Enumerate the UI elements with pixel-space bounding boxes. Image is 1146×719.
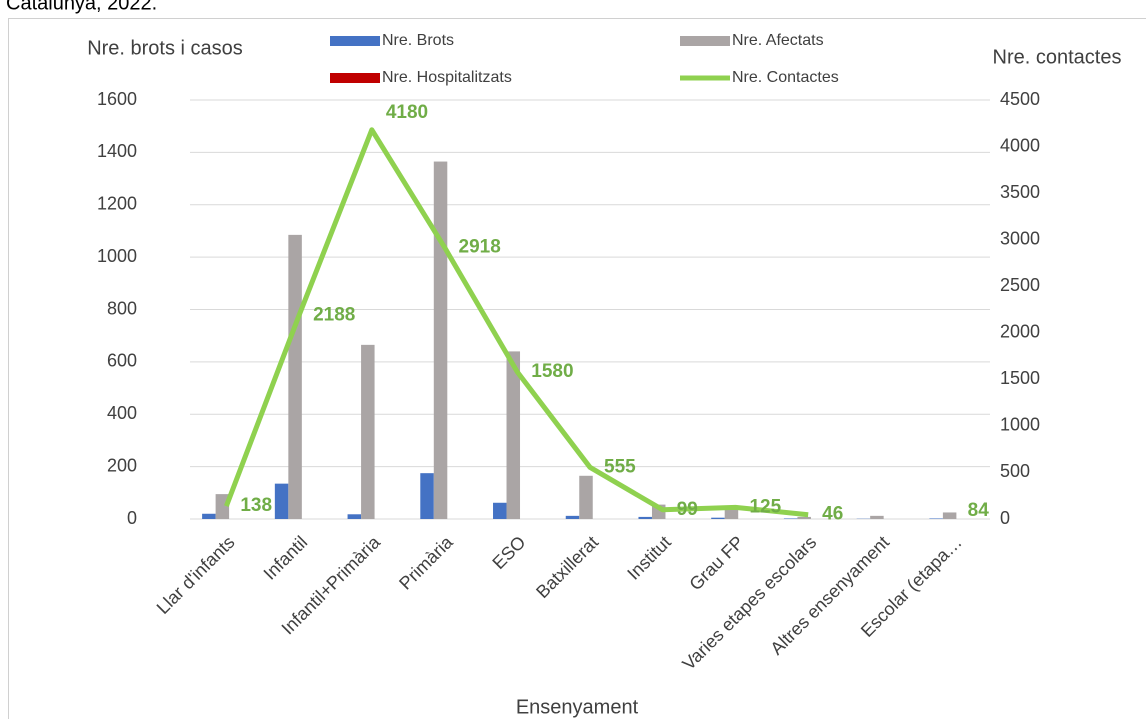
bar: [433, 161, 448, 519]
y-tick-label: 800: [107, 298, 137, 318]
y2-tick-label: 4500: [1000, 89, 1040, 109]
legend-label: Nre. Contactes: [732, 69, 839, 86]
data-label: 2918: [459, 236, 501, 257]
y-tick-label: 400: [107, 403, 137, 423]
bar: [929, 518, 943, 519]
y2-tick-label: 1000: [1000, 415, 1040, 435]
y2-axis-label: Nre. contactes: [993, 46, 1122, 68]
data-label: 555: [604, 456, 636, 477]
bar: [361, 344, 375, 519]
x-axis-label: Ensenyament: [516, 696, 639, 718]
bar: [215, 494, 230, 519]
bar: [493, 502, 507, 519]
bar: [783, 518, 798, 519]
bar: [506, 351, 521, 519]
data-label: 138: [240, 495, 272, 516]
y-tick-label: 1400: [97, 141, 137, 161]
data-label: 46: [822, 504, 843, 525]
y-tick-label: 1000: [97, 246, 137, 266]
data-label: 2188: [313, 304, 355, 325]
data-label: 125: [749, 496, 781, 517]
bar: [274, 483, 289, 519]
legend-swatch: [330, 36, 380, 46]
bar: [202, 513, 216, 519]
bar: [711, 517, 725, 519]
legend-label: Nre. Afectats: [732, 32, 824, 49]
legend-label: Nre. Brots: [382, 32, 454, 49]
data-label: 84: [968, 500, 990, 521]
data-label: 1580: [531, 361, 573, 382]
bar: [347, 514, 362, 519]
data-label: 4180: [386, 102, 428, 123]
legend-swatch: [680, 36, 730, 46]
y2-tick-label: 3500: [1000, 182, 1040, 202]
bar: [565, 515, 580, 519]
y-tick-label: 1200: [97, 194, 137, 214]
y2-tick-label: 2500: [1000, 275, 1040, 295]
data-label: 99: [677, 499, 698, 520]
bar: [420, 473, 434, 519]
legend-swatch: [330, 73, 380, 83]
y-tick-label: 200: [107, 455, 137, 475]
bar: [288, 234, 302, 519]
y-axis-label: Nre. brots i casos: [87, 37, 243, 59]
bar: [638, 516, 652, 519]
y2-tick-label: 500: [1000, 461, 1030, 481]
y2-tick-label: 3000: [1000, 228, 1040, 248]
legend-label: Nre. Hospitalitzats: [382, 69, 512, 86]
y2-tick-label: 2000: [1000, 322, 1040, 342]
chart-frame: [8, 18, 1146, 719]
chart-title: Catalunya, 2022.: [6, 0, 157, 14]
y2-tick-label: 0: [1000, 508, 1010, 528]
y-tick-label: 0: [127, 508, 137, 528]
bar: [797, 516, 811, 519]
y2-tick-label: 4000: [1000, 135, 1040, 155]
bar: [579, 475, 593, 519]
bar: [942, 512, 957, 519]
bar: [870, 515, 884, 519]
y-tick-label: 1600: [97, 89, 137, 109]
y2-tick-label: 1500: [1000, 368, 1040, 388]
y-tick-label: 600: [107, 351, 137, 371]
